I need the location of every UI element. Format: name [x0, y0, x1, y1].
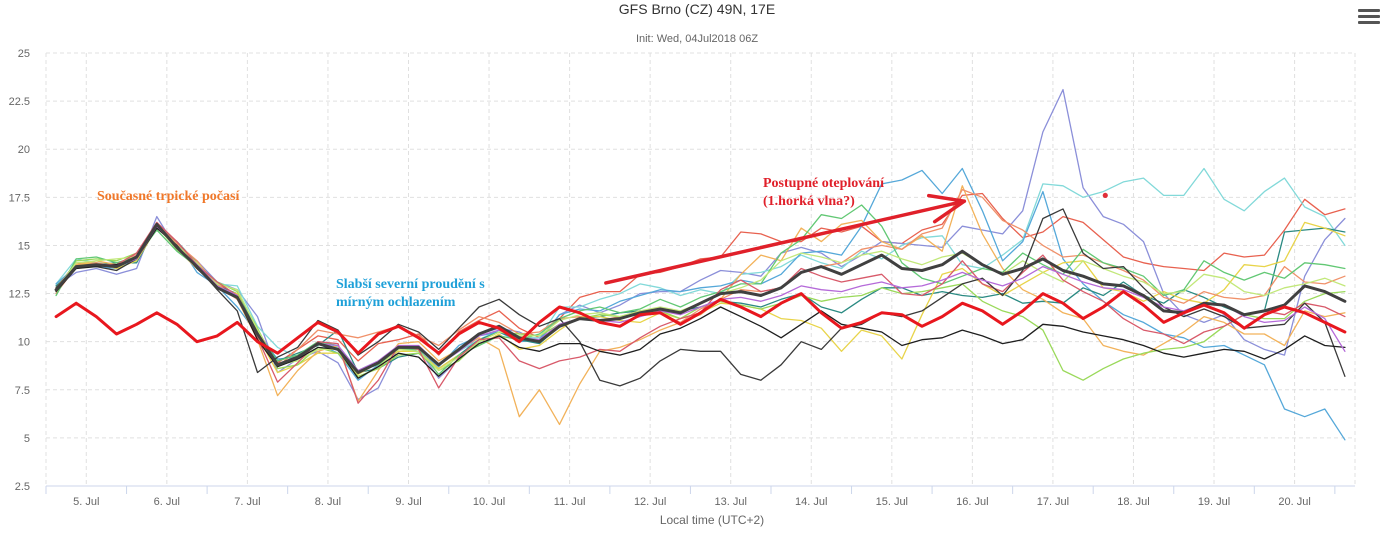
x-tick-label: 5. Jul — [73, 496, 99, 508]
annotation-northern-flow-line1: Slabší severní proudění s — [336, 277, 485, 292]
y-tick-label: 2.5 — [15, 481, 30, 493]
series-group — [54, 88, 1347, 441]
series-line-2 — [55, 88, 1346, 401]
series-line-8 — [55, 188, 1346, 368]
y-tick-label: 22.5 — [9, 96, 30, 108]
series-line-17 — [54, 290, 1347, 355]
annotation-northern-flow-line2: mírným ochlazením — [336, 295, 456, 310]
x-tick-label: 20. Jul — [1278, 496, 1310, 508]
series-line-16 — [54, 222, 1347, 374]
y-tick-label: 25 — [18, 48, 30, 60]
series-line-14 — [55, 227, 1346, 379]
x-axis: 5. Jul 6. Jul 7. Jul 8. Jul 9. Jul 10. Jul 11.… — [45, 485, 1355, 508]
annotation-warming-line1: Postupné oteplování — [763, 176, 884, 191]
annotation-warming-line2: (1.horká vlna?) — [763, 194, 855, 209]
x-tick-label: 17. Jul — [1037, 496, 1069, 508]
x-tick-label: 19. Jul — [1198, 496, 1230, 508]
x-tick-label: 9. Jul — [395, 496, 421, 508]
x-tick-label: 8. Jul — [315, 496, 341, 508]
x-axis-label: Local time (UTC+2) — [660, 513, 764, 527]
x-tick-label: 14. Jul — [795, 496, 827, 508]
arrow-head — [926, 193, 967, 224]
grid — [45, 52, 1356, 487]
y-tick-label: 7.5 — [15, 385, 30, 397]
y-axis: 2.5 5 7.5 10 12.5 15 17.5 20 22.5 25 — [9, 48, 30, 493]
y-tick-label: 20 — [18, 144, 30, 156]
series-line-13 — [55, 208, 1346, 387]
annotation-current-weather: Současné trpické počasí — [97, 189, 240, 204]
chart-title: GFS Brno (CZ) 49N, 17E — [619, 1, 775, 17]
chart-subtitle: Init: Wed, 04Jul2018 06Z — [636, 33, 758, 45]
y-tick-label: 15 — [18, 240, 30, 252]
x-tick-label: 18. Jul — [1117, 496, 1149, 508]
x-tick-label: 12. Jul — [634, 496, 666, 508]
y-tick-label: 5 — [24, 433, 30, 445]
x-tick-label: 7. Jul — [234, 496, 260, 508]
x-tick-label: 6. Jul — [154, 496, 180, 508]
hamburger-menu-icon[interactable] — [1358, 6, 1380, 24]
x-tick-label: 15. Jul — [876, 496, 908, 508]
x-tick-label: 11. Jul — [554, 496, 586, 508]
x-tick-label: 16. Jul — [956, 496, 988, 508]
x-tick-label: 10. Jul — [473, 496, 505, 508]
arrow-shaft — [604, 199, 967, 285]
point-marker-1 — [1102, 192, 1108, 199]
series-line-3 — [55, 167, 1346, 372]
series-line-1 — [55, 192, 1346, 364]
arrow-annotation — [604, 193, 967, 285]
x-tick-label: 13. Jul — [714, 496, 746, 508]
y-tick-label: 12.5 — [9, 289, 30, 301]
series-line-7 — [55, 185, 1346, 426]
y-tick-label: 17.5 — [9, 192, 30, 204]
y-tick-label: 10 — [18, 337, 30, 349]
